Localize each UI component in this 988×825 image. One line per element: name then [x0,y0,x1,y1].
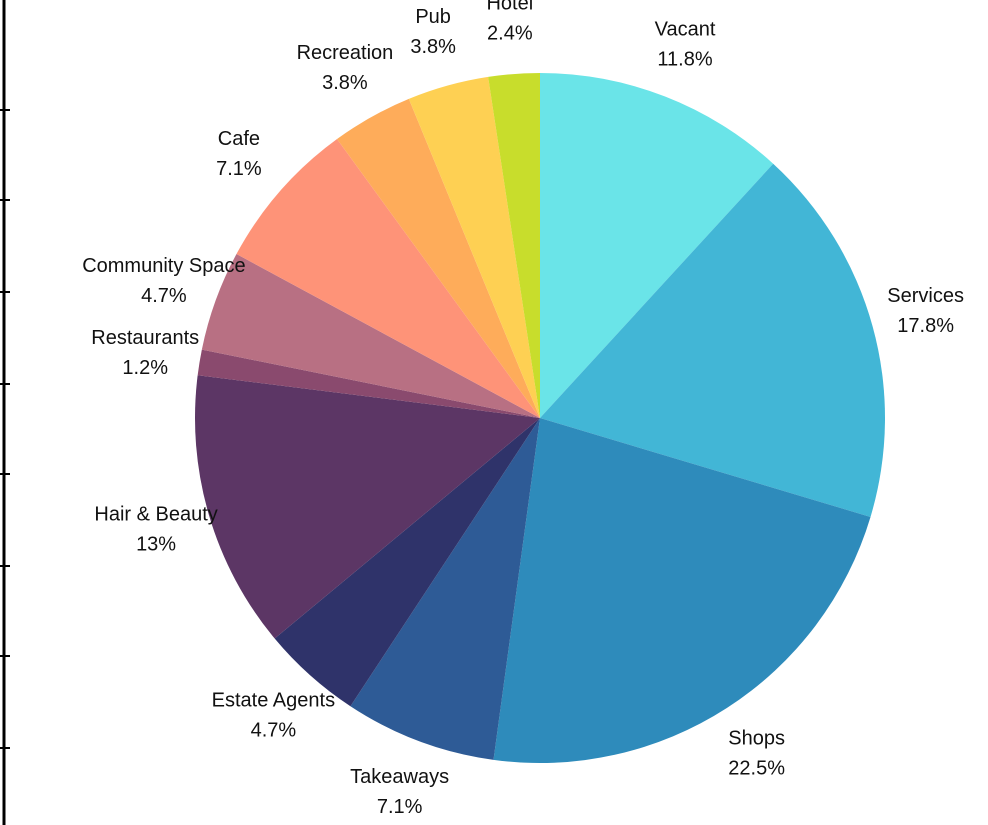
slice-label: Hair & Beauty [94,504,217,526]
slice-label: Community Space [82,255,245,277]
slice-label: Recreation [297,42,394,64]
slice-label: Hotel [486,0,533,14]
pie-slice [197,349,540,418]
slice-value-label: 17.8% [897,315,954,337]
pie-slice [540,163,885,517]
slice-label: Restaurants [91,327,199,349]
slice-label: Services [887,285,964,307]
pie-slice [493,418,871,763]
slice-value-label: 11.8% [657,49,712,71]
slice-value-label: 3.8% [322,72,368,94]
slice-label: Vacant [655,19,716,41]
pie-slice [337,98,540,419]
left-axis [0,0,10,825]
slice-label: Cafe [218,128,260,150]
pie-slice [201,254,541,418]
slice-value-label: 4.7% [251,719,297,741]
pie-slice [488,73,540,418]
slice-label: Estate Agents [212,689,335,711]
slice-label: Shops [728,728,785,750]
pie-slice [194,375,540,639]
slice-value-label: 3.8% [410,36,456,58]
slice-value-label: 22.5% [728,758,785,780]
slice-value-label: 7.1% [377,796,423,818]
pie-slice [540,73,774,418]
slice-value-label: 7.1% [216,158,262,180]
pie-slice [350,418,540,760]
pie-slice [408,76,540,418]
pie-slice [236,139,540,419]
slice-value-label: 2.4% [487,22,533,44]
slice-value-label: 4.7% [141,285,187,307]
slice-label: Takeaways [350,766,449,788]
slice-value-label: 13% [136,534,176,556]
slice-value-label: 1.2% [122,357,168,379]
slice-label: Pub [415,6,451,28]
pie-slice [274,418,540,707]
